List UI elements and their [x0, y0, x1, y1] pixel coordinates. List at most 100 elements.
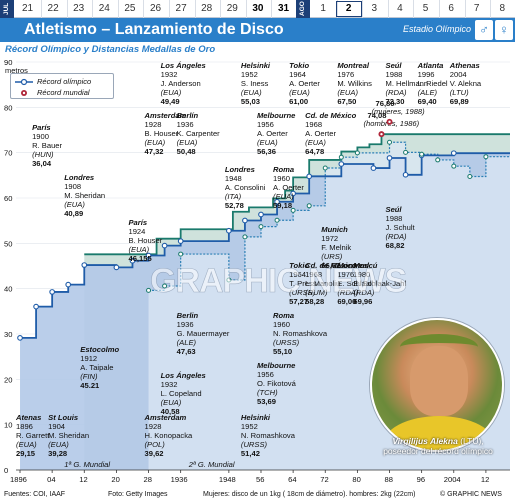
women-annotation-year: 1960 [273, 320, 290, 329]
women-annotation-city: Seúl [386, 61, 403, 70]
men-annotation-dist: 45.21 [80, 381, 100, 390]
date-day: 6 [438, 0, 466, 18]
women-annotation-dist: 72,30 [386, 97, 405, 106]
men-annotation-dist: 64,78 [305, 147, 324, 156]
women-annotation-nat: (URSS) [241, 440, 268, 449]
olympic-point [161, 242, 168, 249]
women-point [403, 149, 409, 155]
men-annotation-name: A. Oerter [273, 183, 304, 192]
y-tick-label: 40 [4, 285, 12, 294]
women-annotation-city: Montreal [337, 261, 370, 270]
men-annotation-dist: 56,36 [257, 147, 276, 156]
women-point [306, 203, 312, 209]
y-tick-label: 20 [4, 375, 12, 384]
x-tick-label: 20 [111, 475, 119, 484]
men-annotation-name: R. Garrett [16, 431, 50, 440]
men-annotation-dist: 29,15 [16, 449, 36, 458]
men-annotation-dist: 61,00 [289, 97, 308, 106]
x-tick-label: 12 [79, 475, 87, 484]
women-point [258, 224, 264, 230]
men-annotation-city: Atenas [15, 413, 41, 422]
women-point [290, 207, 296, 213]
men-annotation-year: 2004 [450, 70, 467, 79]
olympic-record-marker-icon [15, 78, 33, 85]
women-point [338, 154, 344, 160]
men-annotation-year: 1932 [161, 70, 178, 79]
copyright: © GRAPHIC NEWS [440, 491, 502, 498]
women-point [178, 251, 184, 257]
men-annotation-name: B. Houser [145, 129, 179, 138]
women-annotation-dist: 40,58 [161, 407, 180, 416]
men-annotation-name: A. Taipale [80, 363, 113, 372]
men-annotation-city: Seúl [386, 205, 403, 214]
x-tick-label: 56 [256, 475, 264, 484]
x-tick-label: 64 [288, 475, 296, 484]
women-point [162, 283, 168, 289]
women-annotation-year: 1972 [321, 234, 338, 243]
women-point [467, 174, 473, 180]
men-annotation-year: 1968 [305, 120, 322, 129]
women-annotation-year: 1936 [177, 320, 194, 329]
date-day: 7 [463, 0, 492, 18]
olympic-point [242, 217, 248, 224]
women-annotation-dist: 69,96 [353, 297, 372, 306]
women-point [435, 157, 441, 163]
date-day: 5 [412, 0, 440, 18]
y-tick-label: 90 [4, 58, 12, 67]
y-tick-label: 10 [4, 421, 12, 430]
men-annotation-nat: (EUA) [257, 138, 278, 147]
x-tick-label: 72 [320, 475, 328, 484]
men-annotation-name: L. Riedel [418, 79, 448, 88]
olympic-point [258, 211, 264, 218]
men-annotation-year: 1896 [16, 422, 33, 431]
women-annotation-name: G. Mauermayer [177, 329, 230, 338]
women-point [451, 163, 457, 169]
women-annotation-dist: 57,27 [289, 297, 308, 306]
date-bar: JUL 21 22 23 24 25 26 27 28 29 30 31 AGO 1 2 3 4 5 6 7 8 [0, 0, 515, 18]
x-tick-label: 1896 [10, 475, 27, 484]
x-tick-label: 88 [385, 475, 393, 484]
x-tick-label: 96 [417, 475, 425, 484]
men-annotation-year: 1900 [32, 132, 49, 141]
women-annotation-year: 1932 [161, 380, 178, 389]
date-day: 1 [310, 0, 338, 18]
men-annotation-city: Berlín [177, 111, 199, 120]
title-bar: Atletismo – Lanzamiento de Disco Estadio… [0, 18, 515, 42]
y-tick-label: 60 [4, 194, 12, 203]
date-day: 24 [91, 0, 119, 18]
women-point [419, 151, 425, 157]
women-annotation-dist: 66,62 [321, 261, 340, 270]
men-annotation-year: 1904 [48, 422, 65, 431]
men-annotation-city: París [32, 123, 51, 132]
men-annotation-nat: (EUA) [337, 88, 358, 97]
women-annotation-nat: (URS) [321, 252, 343, 261]
women-annotation-name: E. Schlaak-Jahl [353, 279, 406, 288]
olympic-point [226, 227, 232, 234]
women-annotation-name: T. Press [289, 279, 317, 288]
men-annotation-year: 1964 [289, 70, 306, 79]
men-annotation-nat: (EUA) [161, 88, 182, 97]
page-title: Atletismo – Lanzamiento de Disco [24, 21, 284, 38]
women-annotation-city: Helsinki [241, 413, 271, 422]
men-annotation-name: A. Oerter [257, 129, 288, 138]
men-annotation-name: R. Bauer [32, 141, 62, 150]
women-annotation-year: 1980 [353, 270, 370, 279]
x-tick-label: 80 [352, 475, 360, 484]
men-annotation-dist: 55,03 [241, 97, 260, 106]
olympic-point [450, 150, 457, 157]
legend-olympic: Récord olímpico [15, 76, 91, 87]
men-annotation-nat: (EUA) [64, 200, 85, 209]
men-annotation-city: Melbourne [257, 111, 296, 120]
men-annotation-city: St Louis [48, 413, 78, 422]
olympic-point [306, 173, 313, 180]
y-tick-label: 30 [4, 330, 12, 339]
women-annotation-city: Cd. de México [305, 261, 356, 270]
men-annotation-name: A. Oerter [305, 129, 336, 138]
women-annotation-dist: 69,00 [337, 297, 356, 306]
men-annotation-dist: 46,155 [128, 254, 152, 263]
olympic-point [129, 257, 136, 264]
women-annotation-dist: 39,62 [145, 449, 164, 458]
world-record-value: 74,08 [367, 111, 386, 120]
men-annotation-year: 1948 [225, 174, 242, 183]
date-day: 2 [335, 0, 364, 18]
